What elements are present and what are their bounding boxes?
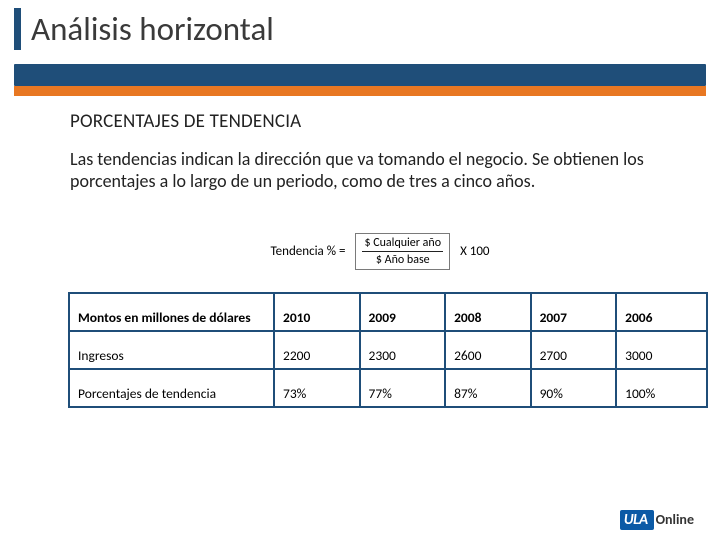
table-col-header: 2007 (531, 293, 617, 331)
table-cell: 100% (616, 369, 707, 407)
table-row-label: Porcentajes de tendencia (69, 369, 274, 407)
subtitle: PORCENTAJES DE TENDENCIA (70, 110, 690, 133)
table-cell: 90% (531, 369, 617, 407)
title-bar: Análisis horizontal (0, 0, 720, 60)
table-header-row: Montos en millones de dólares 2010 2009 … (69, 293, 707, 331)
table-cell: 2200 (274, 331, 360, 369)
footer-logo: ULA Online (620, 510, 694, 530)
table-cell: 2300 (360, 331, 446, 369)
formula: Tendencia % = $ Cualquier año $ Año base… (70, 233, 690, 270)
table-col-header: 2009 (360, 293, 446, 331)
table-row: Ingresos 2200 2300 2600 2700 3000 (69, 331, 707, 369)
title-accent-bar (14, 8, 21, 50)
formula-denominator: $ Año base (374, 252, 432, 267)
logo-brand: ULA (620, 510, 654, 530)
table-col-header: 2008 (445, 293, 531, 331)
content-area: PORCENTAJES DE TENDENCIA Las tendencias … (0, 96, 720, 408)
table-cell: 87% (445, 369, 531, 407)
table-cell: 2700 (531, 331, 617, 369)
formula-multiplier: X 100 (460, 244, 489, 259)
table-corner-header: Montos en millones de dólares (69, 293, 274, 331)
divider-dark (14, 64, 706, 86)
formula-fraction: $ Cualquier año $ Año base (355, 233, 450, 270)
table-col-header: 2006 (616, 293, 707, 331)
formula-numerator: $ Cualquier año (362, 236, 443, 252)
logo-suffix: Online (656, 511, 694, 528)
table-cell: 2600 (445, 331, 531, 369)
table-row-label: Ingresos (69, 331, 274, 369)
table-col-header: 2010 (274, 293, 360, 331)
body-text: Las tendencias indican la dirección que … (70, 149, 690, 193)
table-cell: 73% (274, 369, 360, 407)
divider-orange (14, 86, 706, 96)
table-row: Porcentajes de tendencia 73% 77% 87% 90%… (69, 369, 707, 407)
table-cell: 77% (360, 369, 446, 407)
formula-label: Tendencia % = (270, 244, 345, 259)
page-title: Análisis horizontal (31, 9, 274, 49)
data-table: Montos en millones de dólares 2010 2009 … (68, 292, 708, 408)
table-cell: 3000 (616, 331, 707, 369)
